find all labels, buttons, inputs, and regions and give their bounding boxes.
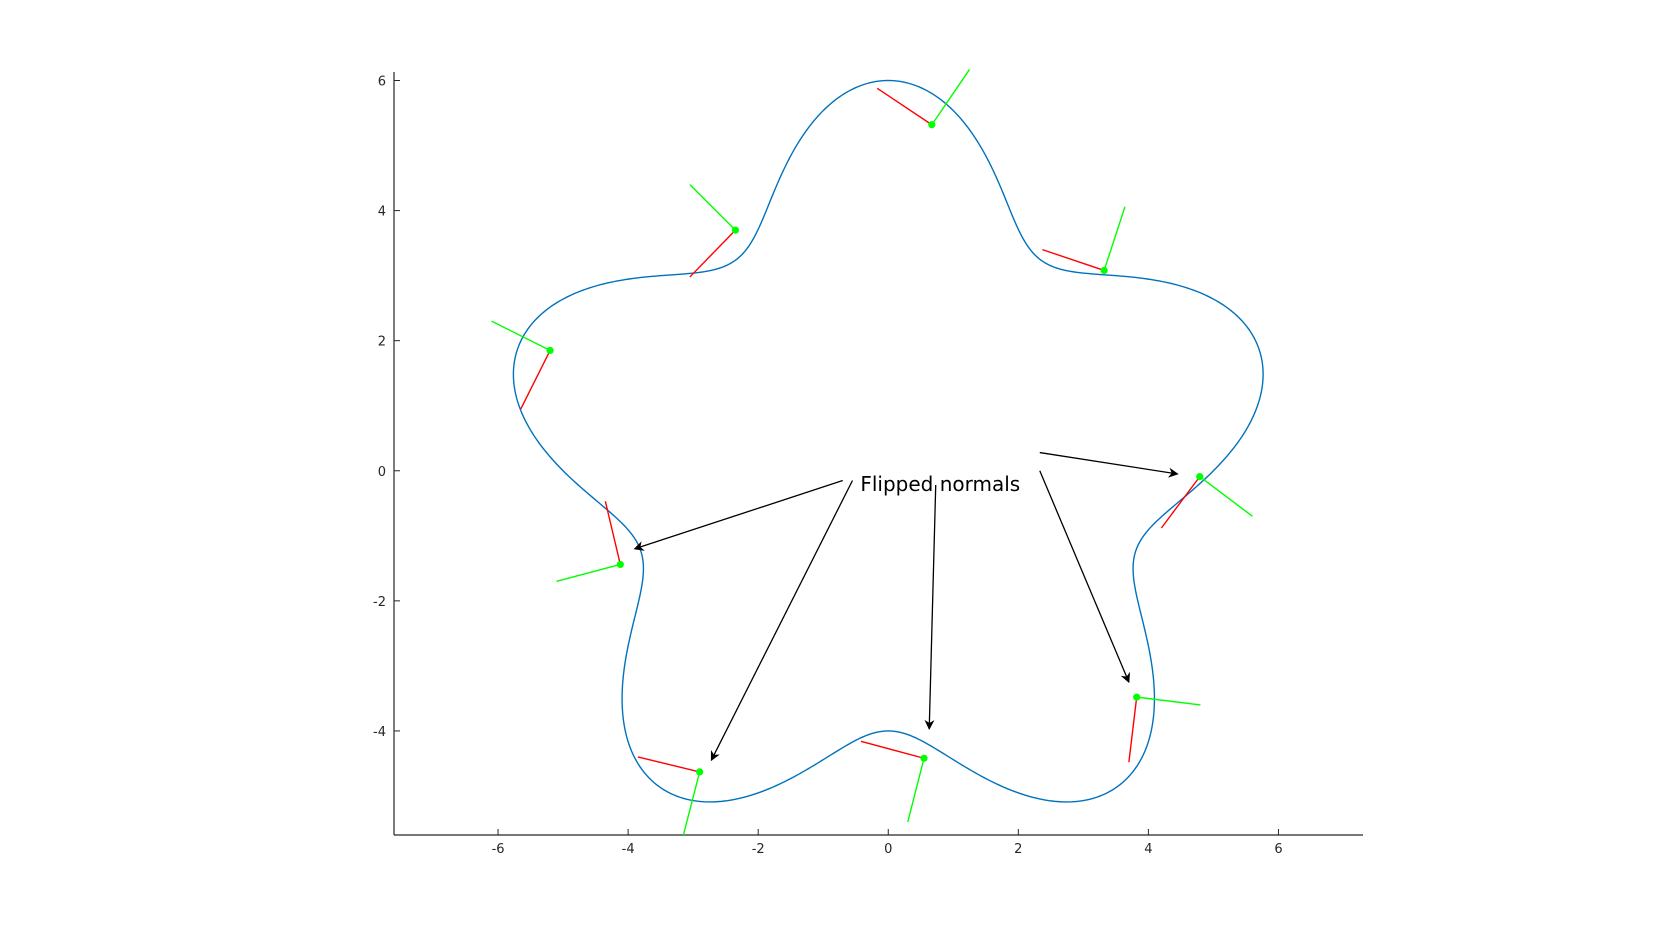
sample-point	[920, 754, 928, 762]
x-tick-label: -2	[752, 842, 765, 857]
tangent-vector	[860, 740, 925, 759]
tangent-vector	[876, 87, 933, 126]
y-tick-label: 6	[378, 75, 386, 90]
normal-vector	[1199, 476, 1253, 517]
sample-point	[1100, 266, 1108, 275]
vectors-layer	[491, 69, 1253, 836]
tangent-vector	[520, 350, 551, 410]
axes: -6 -4 -2 0 2 4 6 -4 -2 0 2 4 6	[373, 72, 1363, 857]
sample-point	[1196, 473, 1204, 481]
x-tick-label: 6	[1274, 842, 1282, 857]
annotation-layer: Flipped normals	[633, 451, 1179, 762]
sample-point	[1133, 693, 1141, 701]
tangent-vector	[637, 756, 700, 773]
normal-vector	[1136, 696, 1201, 706]
y-tick-label: -4	[373, 725, 386, 740]
y-tick-label: 4	[378, 205, 386, 220]
normal-vector	[1103, 206, 1126, 271]
annotation-arrow	[710, 480, 854, 762]
annotation-arrow	[1039, 470, 1130, 684]
y-tick-label: 2	[378, 335, 386, 350]
x-tick-label: 2	[1014, 842, 1022, 857]
tangent-vector	[1042, 248, 1105, 272]
annotation-arrow	[1039, 451, 1179, 478]
tangent-vector	[1128, 697, 1138, 763]
annotation-text: Flipped normals	[860, 472, 1020, 496]
flower-curve	[512, 79, 1264, 803]
sample-point	[546, 346, 554, 355]
normal-vector	[907, 758, 925, 823]
sample-point	[696, 768, 704, 776]
y-tick-label: 0	[378, 465, 386, 480]
x-tick-label: 4	[1144, 842, 1152, 857]
y-tick-label: -2	[373, 595, 386, 610]
annotation-arrow	[633, 479, 843, 551]
sample-point	[928, 121, 936, 129]
normal-vector	[931, 69, 971, 126]
sample-point	[731, 226, 740, 234]
x-tick-label: 0	[884, 842, 892, 857]
x-tick-label: -4	[622, 842, 635, 857]
tangent-vector	[1160, 476, 1201, 529]
normal-vector	[556, 563, 621, 583]
sample-point	[616, 560, 624, 569]
normal-vector	[689, 184, 736, 231]
x-tick-label: -6	[492, 842, 505, 857]
annotation-arrow	[924, 485, 937, 730]
curve-layer	[512, 79, 1264, 803]
normal-vector	[491, 320, 551, 352]
tangent-vector	[604, 501, 621, 565]
normal-vector	[682, 771, 701, 836]
tangent-vector	[689, 229, 736, 278]
